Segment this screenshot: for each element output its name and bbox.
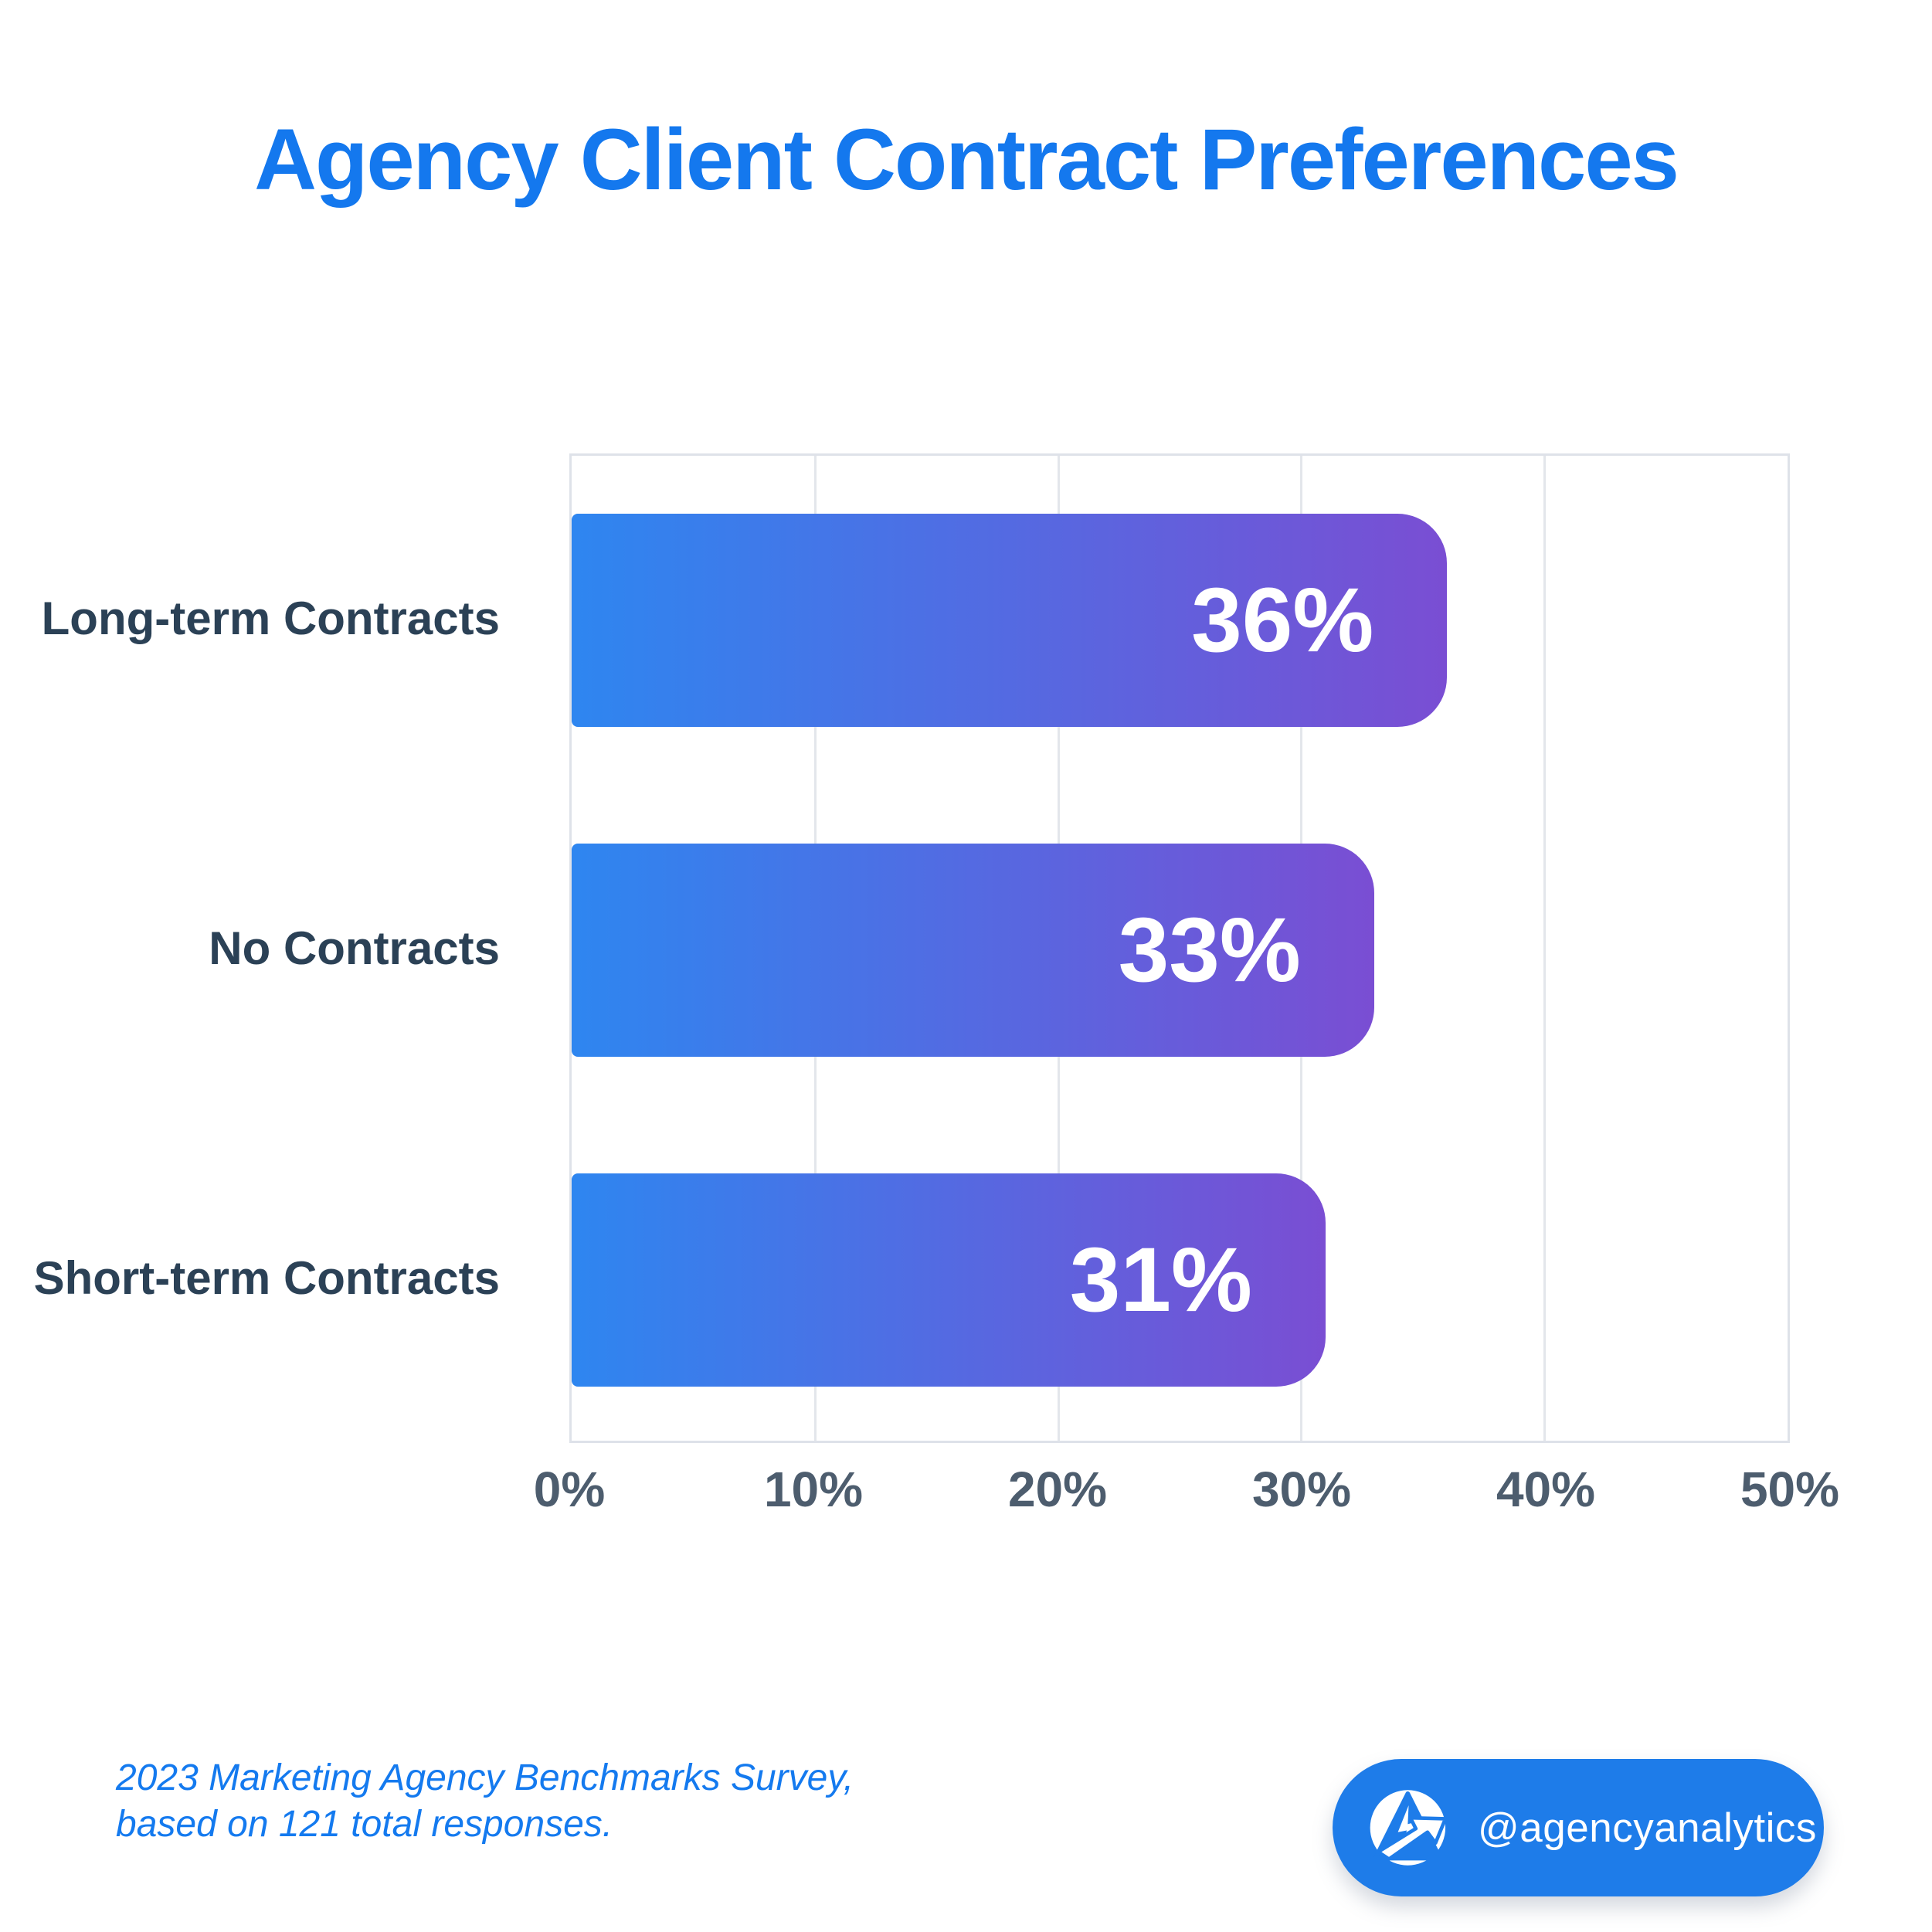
x-tick-label: 50% xyxy=(1740,1462,1840,1517)
x-axis-ticks: 0% 10% 20% 30% 40% 50% xyxy=(534,1462,1839,1526)
category-label: Long-term Contracts xyxy=(41,593,500,644)
x-tick-label: 20% xyxy=(1007,1462,1108,1517)
source-note: 2023 Marketing Agency Benchmarks Survey,… xyxy=(116,1755,854,1848)
agencyanalytics-logo-icon xyxy=(1370,1790,1448,1866)
category-label: Short-term Contracts xyxy=(33,1252,500,1304)
bar: 31% xyxy=(572,1173,1326,1387)
x-tick-label: 0% xyxy=(533,1462,606,1517)
plot-area: 36% 33% 31% xyxy=(569,453,1790,1443)
bar: 33% xyxy=(572,844,1374,1057)
source-note-line2: based on 121 total responses. xyxy=(116,1804,613,1845)
bar-value-label: 36% xyxy=(1191,569,1374,671)
x-tick-label: 30% xyxy=(1251,1462,1352,1517)
chart-title: Agency Client Contract Preferences xyxy=(254,111,1679,208)
agencyanalytics-badge: @agencyanalytics xyxy=(1333,1759,1824,1896)
category-label: No Contracts xyxy=(209,922,500,974)
grid-line xyxy=(1543,456,1547,1441)
x-tick-label: 40% xyxy=(1496,1462,1596,1517)
y-axis-labels: Long-term Contracts No Contracts Short-ter… xyxy=(0,453,500,1443)
bar-value-label: 31% xyxy=(1069,1229,1252,1331)
source-note-line1: 2023 Marketing Agency Benchmarks Survey, xyxy=(116,1757,854,1798)
x-tick-label: 10% xyxy=(763,1462,864,1517)
bar-value-label: 33% xyxy=(1118,899,1301,1001)
bar: 36% xyxy=(572,514,1448,727)
badge-handle: @agencyanalytics xyxy=(1478,1805,1817,1851)
